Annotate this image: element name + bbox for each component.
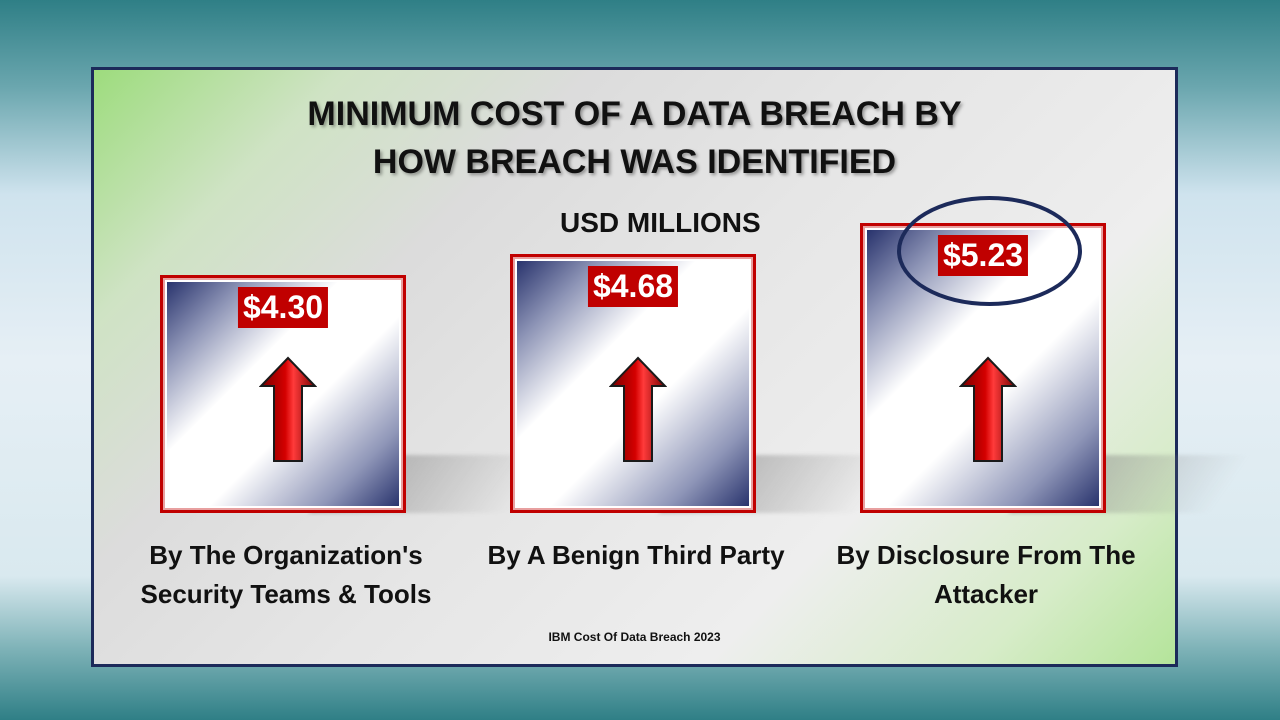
value-bar: $4.68 [510, 254, 756, 513]
value-label: $4.30 [237, 287, 329, 328]
value-bar: $4.30 [160, 275, 406, 513]
chart-title-line-2: HOW BREACH WAS IDENTIFIED [372, 143, 897, 181]
category-label: By Disclosure From The Attacker [816, 536, 1156, 614]
category-label: By The Organization's Security Teams & To… [116, 536, 456, 614]
chart-panel: MINIMUM COST OF A DATA BREACH BY HOW BRE… [91, 67, 1251, 667]
up-arrow-icon [609, 356, 667, 462]
up-arrow-icon [959, 356, 1017, 462]
highlight-ellipse [897, 196, 1082, 306]
value-label: $4.68 [587, 266, 679, 307]
source-note: IBM Cost Of Data Breach 2023 [548, 630, 721, 644]
category-label-line: Security Teams & Tools [140, 579, 432, 609]
category-label: By A Benign Third Party [466, 536, 806, 575]
category-label-line: By The Organization's [149, 540, 423, 570]
up-arrow-icon [259, 356, 317, 462]
category-label-line: By Disclosure From The [836, 540, 1136, 570]
category-label-line: Attacker [933, 579, 1039, 609]
chart-title-line-1: MINIMUM COST OF A DATA BREACH BY [307, 95, 962, 133]
chart-subtitle: USD MILLIONS [560, 207, 761, 238]
category-label-line: By A Benign Third Party [487, 540, 785, 570]
